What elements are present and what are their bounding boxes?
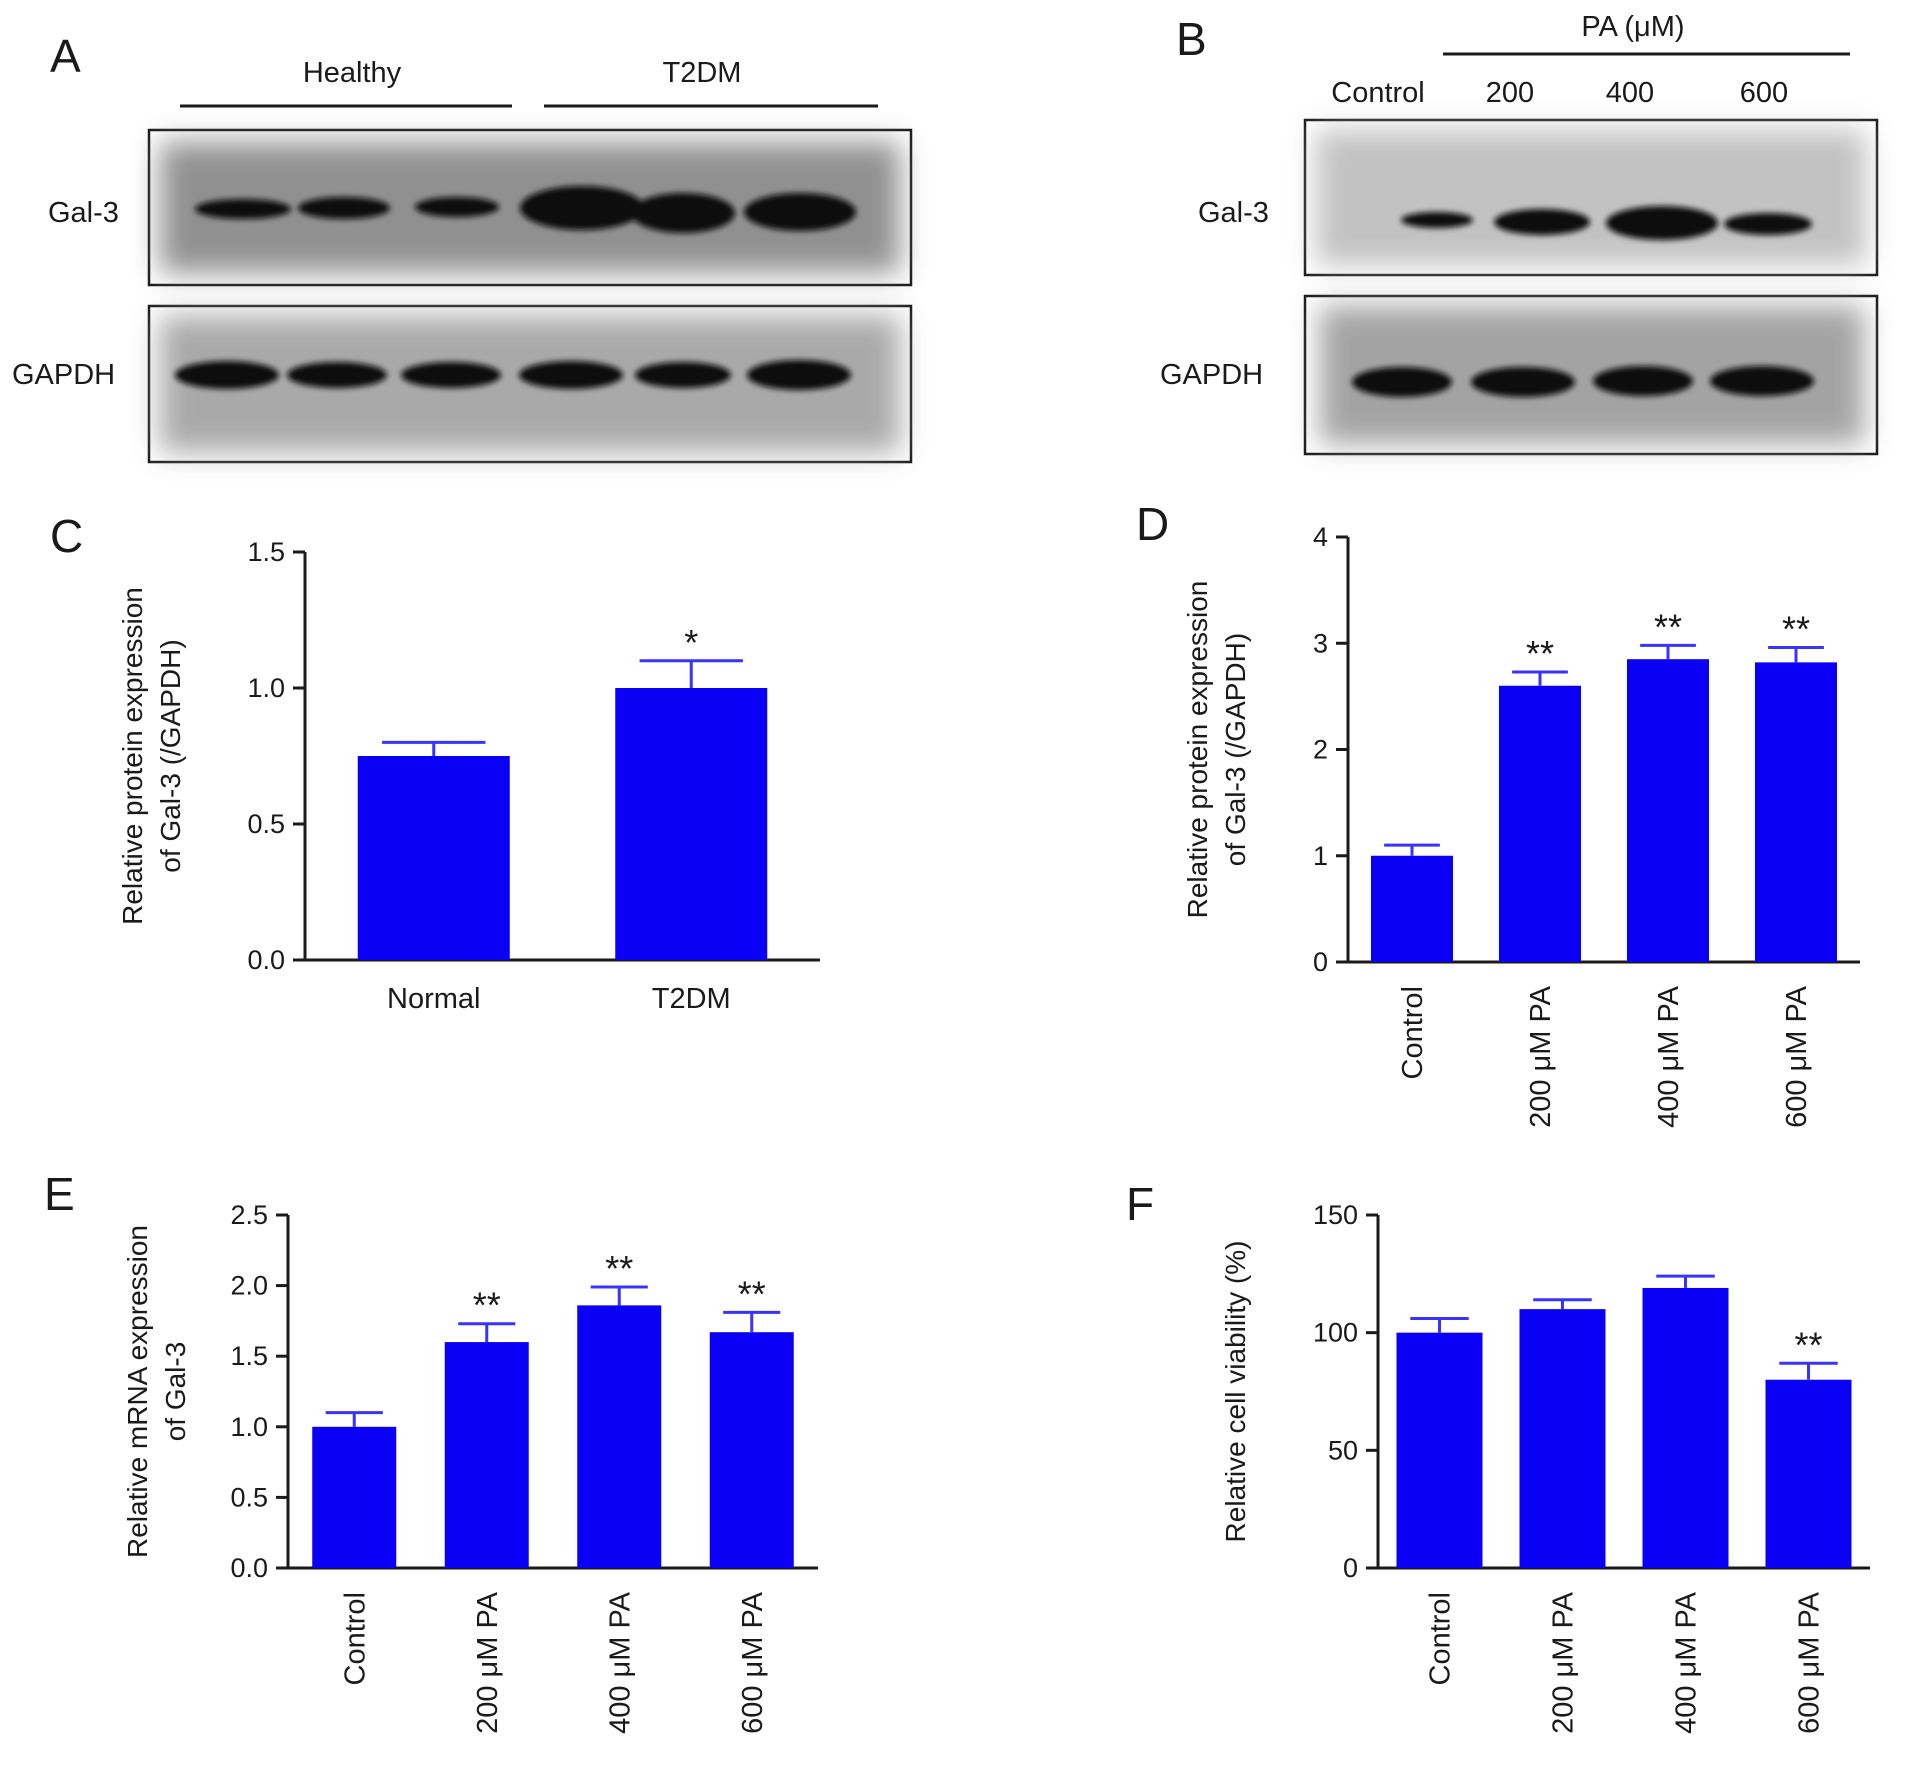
blot-label-gal3-a: Gal-3 xyxy=(48,197,119,229)
category-label: T2DM xyxy=(652,983,731,1015)
panel-a: A Healthy T2DM Gal-3 xyxy=(12,30,913,464)
lane-label-400: 400 xyxy=(1606,77,1654,109)
panel-b: B PA (μM) Control 200 400 600 Gal-3 xyxy=(1160,11,1879,456)
category-label: 600 μM PA xyxy=(1794,1591,1826,1734)
chart-c: C 0.0 0.5 1.0 1.5 Relative protein expressio… xyxy=(50,510,820,1015)
significance-marker: ** xyxy=(1794,1324,1822,1365)
y-axis-label-line: of Gal-3 (/GAPDH) xyxy=(155,639,186,872)
y-tick-label: 100 xyxy=(1313,1318,1358,1348)
bar xyxy=(1755,662,1837,962)
y-tick-label: 50 xyxy=(1328,1435,1358,1465)
y-axis-label: Relative protein expression of Gal-3 (/GA… xyxy=(117,587,186,925)
blot-a-gal3 xyxy=(147,128,913,287)
y-tick-label: 0.0 xyxy=(247,945,285,975)
y-tick-label: 2 xyxy=(1313,735,1328,765)
y-tick-label: 1.0 xyxy=(247,673,285,703)
category-label: 200 μM PA xyxy=(1525,985,1557,1128)
bar xyxy=(1371,855,1453,962)
panel-letter-a: A xyxy=(50,30,81,82)
y-tick-label: 2.0 xyxy=(230,1271,268,1301)
y-tick-label: 2.5 xyxy=(230,1200,268,1230)
category-label: Control xyxy=(1425,1592,1457,1686)
panel-letter-e: E xyxy=(44,1168,75,1220)
bar xyxy=(1765,1379,1852,1568)
significance-marker: ** xyxy=(738,1273,766,1314)
category-label: Control xyxy=(1397,986,1429,1080)
lane-label-600: 600 xyxy=(1740,77,1788,109)
group-label-healthy: Healthy xyxy=(303,57,402,89)
y-axis-label-line: of Gal-3 (/GAPDH) xyxy=(1220,633,1251,866)
y-axis-label: Relative protein expression of Gal-3 (/GA… xyxy=(1182,581,1251,919)
bar xyxy=(1396,1332,1483,1568)
blot-label-gal3-b: Gal-3 xyxy=(1198,197,1269,229)
blot-label-gapdh-a: GAPDH xyxy=(12,359,115,391)
chart-e: E 0.0 0.5 1.0 1.5 2.0 2.5 Relative mRNA expres… xyxy=(44,1168,818,1734)
y-tick-label: 1 xyxy=(1313,841,1328,871)
pa-header: PA (μM) xyxy=(1581,11,1684,43)
bar xyxy=(1499,685,1581,962)
bar xyxy=(1627,659,1709,962)
panel-letter-b: B xyxy=(1176,13,1207,65)
y-tick-label: 150 xyxy=(1313,1200,1358,1230)
y-axis-label-line: of Gal-3 xyxy=(160,1342,191,1442)
lane-label-200: 200 xyxy=(1486,77,1534,109)
y-axis-label-line: Relative protein expression xyxy=(117,587,148,925)
category-label: 200 μM PA xyxy=(472,1591,504,1734)
category-label: 200 μM PA xyxy=(1548,1591,1580,1734)
y-tick-label: 1.5 xyxy=(247,537,285,567)
category-label: Normal xyxy=(387,983,480,1015)
significance-marker: ** xyxy=(1654,606,1682,647)
y-tick-label: 1.0 xyxy=(230,1412,268,1442)
y-axis-label-line: Relative mRNA expression xyxy=(122,1225,153,1558)
chart-d: D 0 1 2 3 4 Relative protein expression of Gal… xyxy=(1136,498,1860,1128)
bar xyxy=(577,1305,662,1568)
blot-b-gapdh xyxy=(1303,294,1879,456)
y-tick-label: 0 xyxy=(1343,1553,1358,1583)
y-tick-label: 3 xyxy=(1313,628,1328,658)
panel-letter-d: D xyxy=(1136,498,1169,550)
category-label: 400 μM PA xyxy=(1671,1591,1703,1734)
significance-marker: ** xyxy=(605,1248,633,1289)
significance-marker: ** xyxy=(1782,609,1810,650)
category-label: Control xyxy=(339,1592,371,1686)
y-axis-label-line: Relative protein expression xyxy=(1182,581,1213,919)
y-axis-label: Relative cell viability (%) xyxy=(1220,1241,1251,1543)
category-label: 600 μM PA xyxy=(1781,985,1813,1128)
category-label: 400 μM PA xyxy=(604,1591,636,1734)
y-tick-label: 1.5 xyxy=(230,1341,268,1371)
panel-letter-c: C xyxy=(50,510,83,562)
bar xyxy=(1519,1309,1606,1568)
y-axis-label-line: Relative cell viability (%) xyxy=(1220,1241,1251,1543)
blot-label-gapdh-b: GAPDH xyxy=(1160,359,1263,391)
y-tick-label: 0 xyxy=(1313,947,1328,977)
category-label: 400 μM PA xyxy=(1653,985,1685,1128)
group-label-t2dm: T2DM xyxy=(663,57,742,89)
blot-a-gapdh xyxy=(147,304,913,464)
y-tick-label: 0.5 xyxy=(247,809,285,839)
bar xyxy=(615,688,768,960)
blot-b-gal3 xyxy=(1303,118,1879,277)
y-tick-label: 0.5 xyxy=(230,1482,268,1512)
lane-label-control: Control xyxy=(1331,77,1425,109)
y-tick-label: 4 xyxy=(1313,522,1328,552)
significance-marker: * xyxy=(684,622,698,663)
panel-letter-f: F xyxy=(1126,1178,1154,1230)
chart-f: F 0 50 100 150 Relative cell viability (%) Co… xyxy=(1126,1178,1870,1734)
y-axis-label: Relative mRNA expression of Gal-3 xyxy=(122,1225,191,1558)
y-tick-label: 0.0 xyxy=(230,1553,268,1583)
bar xyxy=(444,1342,529,1568)
bar xyxy=(357,756,510,960)
significance-marker: ** xyxy=(473,1285,501,1326)
bar xyxy=(709,1332,794,1568)
category-label: 600 μM PA xyxy=(737,1591,769,1734)
significance-marker: ** xyxy=(1526,633,1554,674)
bar xyxy=(1642,1287,1729,1568)
bar xyxy=(312,1426,397,1568)
